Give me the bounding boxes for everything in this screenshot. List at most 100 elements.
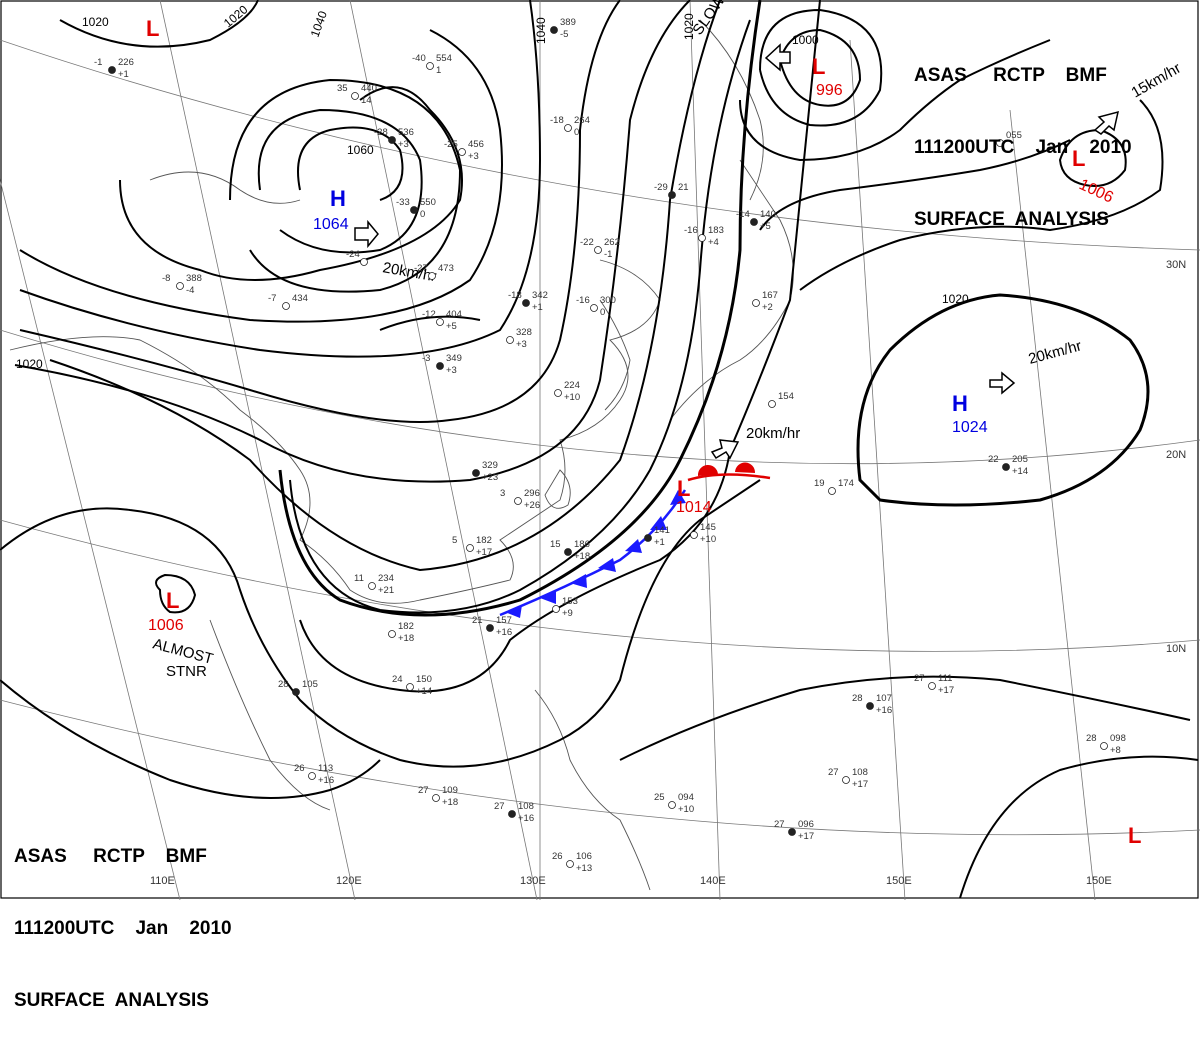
station-temperature: -22: [580, 237, 594, 248]
station-pressure: 107: [876, 693, 892, 704]
station-circle-icon: [282, 302, 290, 310]
station-plot: 27 108+16: [494, 801, 534, 824]
station-circle-icon: [842, 776, 850, 784]
low-marker: L: [146, 16, 159, 41]
station-plot: -14 140+5: [736, 209, 776, 232]
station-circle-icon: [428, 272, 436, 280]
station-temperature: -7: [268, 293, 276, 304]
station-pressure: 186: [574, 539, 590, 550]
front-triangle: [505, 605, 522, 618]
station-tendency: +14: [1012, 466, 1028, 477]
station-tendency: -1: [604, 249, 612, 260]
station-pressure: 105: [302, 679, 318, 690]
weather-chart: L H 1064 L 996 L 1006 H 1024 L 1014 L 10…: [0, 0, 1200, 900]
station-temperature: 27: [494, 801, 505, 812]
station-temperature: 26: [552, 851, 563, 862]
isobar-1036: [19, 0, 621, 423]
station-circle-icon: [550, 26, 558, 34]
station-temperature: -3: [422, 353, 430, 364]
isobar-1028: [49, 0, 721, 572]
station-pressure: 473: [438, 263, 454, 274]
station-circle-icon: [308, 772, 316, 780]
station-tendency: +4: [708, 237, 719, 248]
station-temperature: -12: [422, 309, 436, 320]
isobar-label: 1020: [682, 13, 696, 40]
station-pressure: 150: [416, 674, 432, 685]
station-temperature: 25: [654, 792, 665, 803]
station-tendency: +18: [398, 633, 414, 644]
station-tendency: +13: [576, 863, 592, 874]
station-pressure: 262: [604, 237, 620, 248]
station-plot: 19 174: [814, 478, 854, 495]
meridian-115e: [349, 0, 538, 900]
station-circle-icon: [508, 810, 516, 818]
station-pressure: 109: [442, 785, 458, 796]
station-tendency: +26: [524, 500, 540, 511]
isobar-1012-south: [0, 679, 381, 799]
station-plot: -12 404+5: [422, 309, 462, 332]
station-plot: 11 234+21: [354, 573, 394, 596]
station-plot: 15 186+18: [550, 539, 590, 562]
station-circle-icon: [928, 682, 936, 690]
station-tendency: +3: [516, 339, 527, 350]
station-pressure: 389: [560, 17, 576, 28]
station-plot: -8 388-4: [162, 273, 202, 296]
isobar-1020-north: [59, 0, 259, 48]
station-circle-icon: [788, 828, 796, 836]
station-pressure: 21: [678, 182, 689, 193]
station-pressure: 167: [762, 290, 778, 301]
station-circle-icon: [1002, 463, 1010, 471]
station-tendency: -5: [560, 29, 568, 40]
warm-front-bump: [735, 462, 756, 473]
high-value: 1064: [313, 216, 349, 233]
station-plot: 21 157+16: [472, 615, 512, 638]
motion-arrows: [354, 43, 1119, 460]
station-temperature: -25: [444, 139, 458, 150]
isobar-inner: [119, 86, 463, 281]
isobar-1016-north: [799, 99, 1164, 291]
meridians: [0, 0, 1096, 900]
isobar-1040: [19, 0, 542, 358]
station-tendency: +10: [564, 392, 580, 403]
isobar-1004: [759, 8, 883, 127]
station-circle-icon: [472, 469, 480, 477]
station-pressure: 434: [292, 293, 308, 304]
high-marker: H: [952, 391, 968, 416]
station-plot: 5 182+17: [452, 535, 492, 558]
station-circle-icon: [410, 206, 418, 214]
station-circle-icon: [176, 282, 184, 290]
station-tendency: 1: [436, 65, 441, 76]
station-temperature: 27: [914, 673, 925, 684]
station-circle-icon: [351, 92, 359, 100]
lat-label: 20N: [1166, 449, 1186, 461]
lon-label: 110E: [150, 875, 175, 887]
motion-arrow-icon: [1093, 110, 1119, 135]
motion-label: 20km/hr: [746, 425, 800, 442]
station-pressure: 108: [518, 801, 534, 812]
station-circle-icon: [432, 794, 440, 802]
sakhalin-coast: [699, 19, 764, 201]
station-circle-icon: [506, 336, 514, 344]
station-tendency: +17: [852, 779, 868, 790]
station-tendency: 14: [361, 95, 372, 106]
station-pressure: 141: [654, 525, 670, 536]
station-plot: -16 183+4: [684, 225, 724, 248]
front-triangle: [670, 490, 686, 505]
station-plot: 167+2: [752, 290, 778, 313]
station-pressure: 388: [186, 273, 202, 284]
isobar-1006-low: [155, 573, 197, 614]
station-temperature: -33: [396, 197, 410, 208]
meridian-130e: [689, 0, 721, 900]
station-pressure: 224: [564, 380, 580, 391]
station-circle-icon: [768, 400, 776, 408]
station-tendency: +17: [798, 831, 814, 842]
station-tendency: +16: [518, 813, 534, 824]
station-plot: -1 226+1: [94, 57, 134, 80]
isobar-label: 1020: [942, 292, 969, 306]
station-pressure: 550: [420, 197, 436, 208]
station-circle-icon: [594, 246, 602, 254]
station-tendency: 0: [574, 127, 579, 138]
motion-arrow-icon: [989, 371, 1016, 395]
station-circle-icon: [996, 139, 1004, 147]
cold-front: [499, 489, 687, 618]
